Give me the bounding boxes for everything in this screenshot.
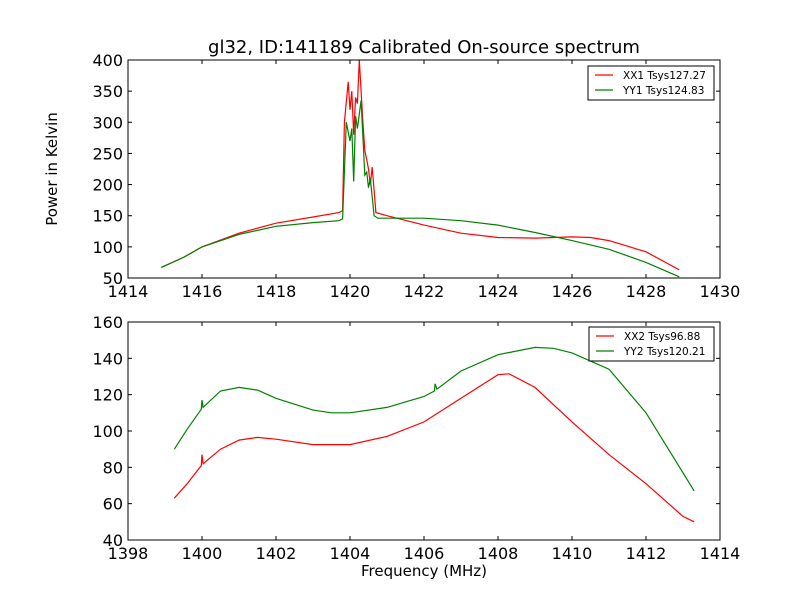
x-tick-label: 1418 [256,282,297,301]
x-tick-label: 1400 [182,544,223,563]
x-tick-label: 1422 [404,282,445,301]
x-tick-label: 1398 [108,544,149,563]
y-tick-label: 140 [92,349,123,368]
x-tick-label: 1426 [552,282,593,301]
x-tick-label: 1424 [478,282,519,301]
y-tick-label: 50 [103,269,123,288]
y-tick-label: 300 [92,113,123,132]
x-tick-label: 1414 [700,544,741,563]
x-tick-label: 1414 [108,282,149,301]
chart-title: gl32, ID:141189 Calibrated On-source spe… [208,37,640,58]
series-line-2 [173,346,695,492]
y-tick-label: 100 [92,422,123,441]
subplot-1: 1414 1416 1418 1420 1422 1424 1426 1428 1430 50 10… [43,37,740,301]
legend-label: YY1 Tsys124.83 [622,85,704,97]
y-tick-label: 160 [92,313,123,332]
x-tick-label: 1406 [404,544,445,563]
legend-box [588,326,715,362]
x-axis-label: Frequency (MHz) [361,562,487,580]
x-tick-label: 1404 [330,544,371,563]
y-axis-label: Power in Kelvin [43,112,61,226]
x-tick-label: 1430 [700,282,741,301]
y-tick-label: 250 [92,144,123,163]
x-tick-label: 1402 [256,544,297,563]
series-line-1 [173,373,695,523]
y-tick-label: 150 [92,207,123,226]
legend: XX2 Tsys96.88 YY2 Tsys120.21 [588,326,715,362]
y-tick-label: 350 [92,82,123,101]
y-tick-label: 60 [103,495,123,514]
y-tick-label: 100 [92,238,123,257]
y-tick-label: 80 [103,458,123,477]
x-tick-label: 1410 [552,544,593,563]
legend-label: XX1 Tsys127.27 [623,70,706,82]
x-tick-label: 1408 [478,544,519,563]
legend: XX1 Tsys127.27 YY1 Tsys124.83 [587,65,715,101]
legend-box [587,65,715,101]
x-tick-label: 1412 [626,544,667,563]
x-tick-label: 1428 [626,282,667,301]
x-tick-label: 1416 [182,282,223,301]
y-tick-label: 40 [103,531,123,550]
legend-label: YY2 Tsys120.21 [623,346,705,358]
y-tick-label: 400 [92,51,123,70]
y-tick-label: 120 [92,386,123,405]
series-line-1 [161,59,680,271]
subplot-2: 1398 1400 1402 1404 1406 1408 1410 1412 1414 40 60… [92,313,740,580]
y-tick-label: 200 [92,176,123,195]
x-tick-label: 1420 [330,282,371,301]
series-line-2 [161,100,680,278]
legend-label: XX2 Tsys96.88 [624,331,700,343]
